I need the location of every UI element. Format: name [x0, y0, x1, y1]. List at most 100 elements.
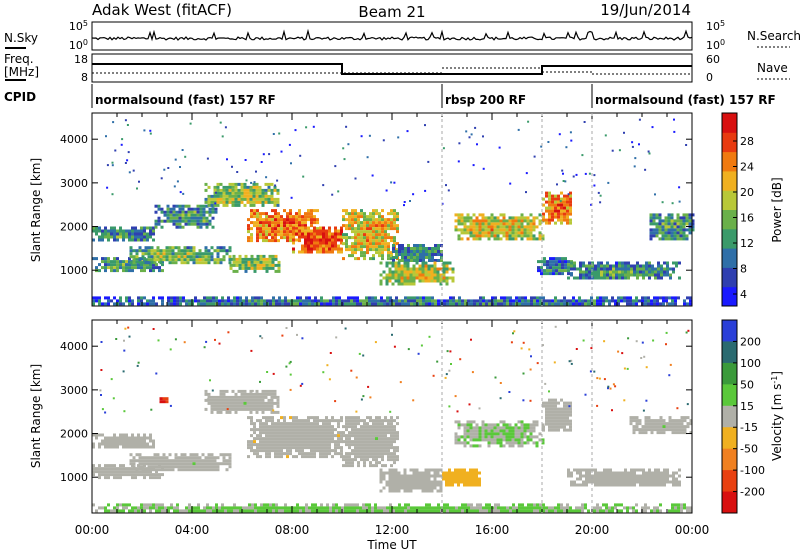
echo-cell	[325, 449, 328, 453]
echo-cell	[277, 452, 280, 456]
echo-cell	[445, 267, 449, 271]
echo-cell	[337, 250, 340, 254]
echo-cell	[588, 273, 591, 277]
echo-cell	[129, 246, 133, 250]
echo-cell	[406, 130, 409, 133]
echo-cell	[366, 251, 369, 255]
echo-cell	[317, 302, 320, 306]
echo-cell	[430, 468, 434, 472]
echo-cell	[271, 260, 275, 264]
echo-cell	[189, 453, 193, 457]
echo-cell	[132, 462, 136, 466]
echo-cell	[240, 185, 244, 189]
echo-cell	[155, 266, 158, 270]
echo-cell	[561, 257, 564, 261]
echo-cell	[259, 443, 262, 447]
echo-cell	[319, 446, 322, 450]
echo-cell	[463, 426, 467, 430]
echo-cell	[169, 213, 173, 217]
echo-cell	[487, 234, 491, 238]
echo-cell	[201, 261, 205, 265]
echo-cell	[548, 425, 551, 429]
echo-cell	[617, 302, 620, 306]
echo-cell	[298, 250, 301, 254]
echo-cell	[304, 446, 307, 450]
echo-cell	[310, 443, 313, 447]
echo-cell	[253, 221, 256, 225]
echo-cell	[436, 276, 440, 280]
echo-cell	[412, 477, 416, 481]
echo-cell	[122, 464, 125, 468]
echo-cell	[131, 442, 134, 446]
echo-cell	[425, 302, 428, 306]
echo-cell	[250, 181, 253, 184]
echo-cell	[275, 299, 278, 303]
echo-cell	[525, 172, 528, 175]
echo-cell	[225, 468, 229, 472]
echo-cell	[644, 431, 648, 435]
echo-cell	[469, 477, 472, 481]
echo-cell	[242, 509, 245, 513]
echo-cell	[286, 434, 289, 438]
echo-cell	[264, 401, 268, 405]
echo-cell	[101, 506, 104, 510]
echo-cell	[334, 226, 337, 230]
echo-cell	[463, 429, 467, 433]
echo-cell	[527, 120, 530, 123]
echo-cell	[240, 188, 244, 192]
echo-cell	[232, 269, 236, 273]
echo-cell	[493, 216, 497, 220]
echo-cell	[98, 464, 101, 468]
echo-cell	[268, 431, 271, 435]
echo-cell	[682, 228, 686, 232]
echo-cell	[454, 432, 458, 436]
echo-cell	[243, 188, 247, 192]
echo-cell	[612, 267, 615, 271]
echo-cell	[436, 270, 440, 274]
echo-cell	[624, 474, 627, 478]
echo-cell	[529, 219, 533, 223]
echo-cell	[258, 404, 262, 408]
echo-cell	[113, 257, 116, 261]
echo-cell	[570, 474, 573, 478]
echo-cell	[662, 299, 665, 303]
echo-cell	[149, 473, 152, 477]
echo-cell	[652, 222, 656, 226]
echo-cell	[154, 210, 158, 214]
echo-cell	[229, 266, 233, 270]
echo-cell	[675, 261, 678, 265]
echo-cell	[175, 219, 179, 223]
echo-cell	[648, 468, 651, 472]
echo-cell	[348, 224, 351, 228]
echo-cell	[526, 426, 530, 430]
echo-cell	[271, 263, 275, 267]
echo-cell	[140, 229, 143, 233]
echo-cell	[277, 233, 280, 237]
echo-cell	[618, 267, 621, 271]
echo-cell	[257, 302, 260, 306]
echo-cell	[493, 423, 497, 427]
echo-cell	[216, 194, 220, 198]
echo-cell	[212, 296, 215, 300]
echo-cell	[168, 462, 172, 466]
echo-cell	[162, 462, 166, 466]
echo-cell	[286, 218, 289, 222]
echo-cell	[184, 204, 188, 208]
echo-cell	[340, 229, 343, 233]
echo-cell	[563, 410, 566, 414]
echo-cell	[304, 247, 307, 251]
echo-cell	[251, 299, 254, 303]
echo-cell	[322, 238, 325, 242]
echo-cell	[594, 471, 597, 475]
echo-cell	[250, 443, 253, 447]
echo-cell	[558, 269, 561, 273]
echo-cell	[445, 184, 447, 187]
echo-cell	[407, 299, 410, 303]
echo-cell	[627, 480, 630, 484]
echo-cell	[395, 256, 398, 259]
echo-cell	[323, 299, 326, 303]
echo-cell	[508, 432, 512, 436]
echo-cell	[246, 404, 250, 408]
echo-cell	[268, 263, 272, 267]
echo-cell	[307, 247, 310, 251]
